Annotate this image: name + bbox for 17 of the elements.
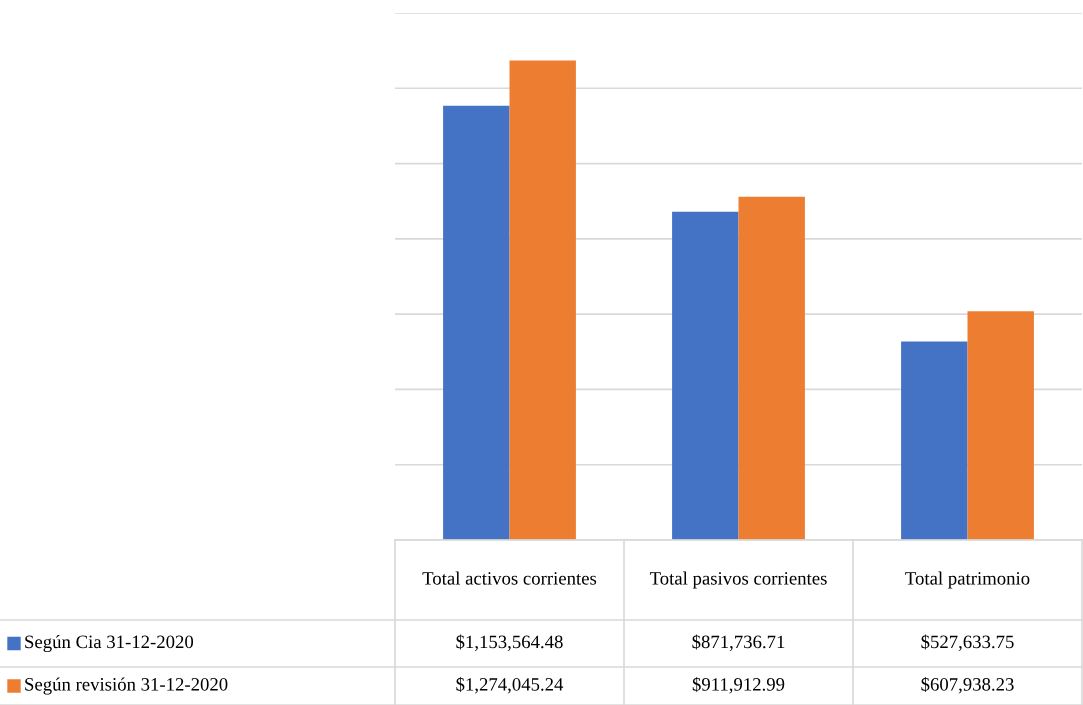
bar	[738, 196, 805, 540]
x-tick-label: Total pasivos corrientes	[649, 571, 827, 589]
x-tick-label: Total activos corrientes	[422, 571, 597, 585]
data-label: $1,153,564.48	[456, 634, 563, 651]
data-label: $607,938.23	[921, 676, 1014, 694]
bar	[901, 341, 968, 540]
bar	[967, 311, 1034, 540]
legend-label: Según revisión 31-12-2020	[25, 677, 228, 695]
bar	[443, 105, 510, 540]
bar	[672, 211, 739, 540]
data-label: $527,633.75	[921, 634, 1014, 651]
data-label: $1,274,045.24	[456, 676, 564, 694]
data-label: $871,736.71	[692, 634, 785, 651]
data-label: $911,912.99	[692, 676, 785, 694]
bar	[509, 60, 576, 540]
legend-label: Según Cia 31-12-2020	[25, 634, 194, 653]
x-tick-label: Total patrimonio	[905, 571, 1030, 589]
